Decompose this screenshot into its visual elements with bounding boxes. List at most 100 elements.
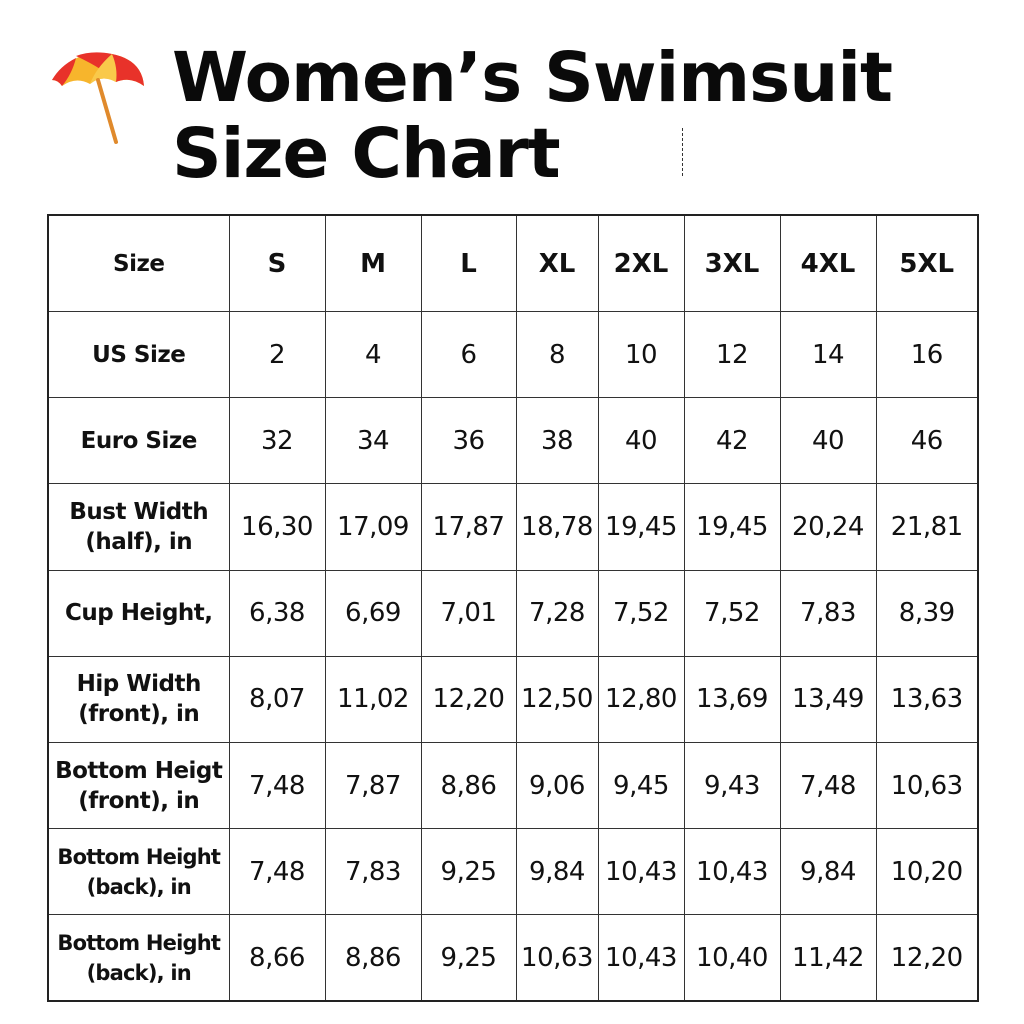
table-cell: 4 [324, 310, 422, 399]
row-label-line: Bust Width [69, 498, 209, 525]
table-cell: 9,06 [515, 741, 599, 830]
page-title: Women’s Swimsuit Size Chart [172, 38, 893, 192]
table-row: Bottom Height (back), in 7,48 7,83 9,25 9,84 1… [47, 828, 979, 916]
table-cell: 9,43 [683, 741, 781, 830]
table-cell: 9,45 [597, 741, 685, 830]
table-row: Hip Width (front), in 8,07 11,02 12,20 12,50 1… [47, 655, 979, 743]
row-label-line: (front), in [78, 787, 200, 814]
table-cell: 7,48 [228, 741, 326, 830]
size-chart-table: Size S M L XL 2XL 3XL 4XL 5XL US Size 2 4 6… [47, 214, 979, 1002]
table-cell: 12,20 [875, 914, 979, 1002]
table-cell: 40 [779, 397, 877, 485]
row-label: Bust Width (half), in [47, 483, 230, 571]
column-header: 4XL [779, 214, 877, 312]
table-cell: 7,28 [515, 569, 599, 657]
table-cell: 10,40 [683, 914, 781, 1002]
row-label-line: Bottom Heigt [55, 757, 223, 784]
table-cell: 10 [597, 310, 685, 399]
table-cell: 7,87 [324, 741, 422, 830]
table-cell: 12 [683, 310, 781, 399]
table-cell: 6,69 [324, 569, 422, 657]
table-cell: 12,50 [515, 655, 599, 743]
table-row: US Size 2 4 6 8 10 12 14 16 [47, 310, 979, 399]
table-cell: 7,48 [779, 741, 877, 830]
table-cell: 10,43 [597, 914, 685, 1002]
table-cell: 16 [875, 310, 979, 399]
table-cell: 10,43 [597, 828, 685, 916]
table-cell: 34 [324, 397, 422, 485]
row-label: Bottom Heigt (front), in [47, 741, 230, 830]
table-row: Bottom Heigt (front), in 7,48 7,87 8,86 9,06 9… [47, 741, 979, 830]
row-label-line: Bottom Height [57, 844, 221, 869]
row-label-line: (front), in [78, 701, 200, 728]
table-cell: 7,83 [324, 828, 422, 916]
table-cell: 8,07 [228, 655, 326, 743]
table-cell: 14 [779, 310, 877, 399]
row-label-line: (half), in [85, 528, 193, 555]
table-cell: 9,25 [420, 828, 517, 916]
table-cell: 7,52 [683, 569, 781, 657]
table-row: Cup Height, 6,38 6,69 7,01 7,28 7,52 7,52 7,83 8… [47, 569, 979, 657]
divider-mark [682, 128, 683, 176]
table-cell: 2 [228, 310, 326, 399]
row-label-line: Euro Size [80, 427, 198, 454]
title-line-1: Women’s Swimsuit [172, 38, 893, 118]
table-cell: 19,45 [597, 483, 685, 571]
table-cell: 20,24 [779, 483, 877, 571]
table-cell: 7,52 [597, 569, 685, 657]
column-header: 2XL [597, 214, 685, 312]
table-cell: 32 [228, 397, 326, 485]
table-cell: 10,43 [683, 828, 781, 916]
table-cell: 8,66 [228, 914, 326, 1002]
row-label-line: (back), in [86, 960, 192, 985]
table-cell: 13,63 [875, 655, 979, 743]
table-cell: 19,45 [683, 483, 781, 571]
table-cell: 9,25 [420, 914, 517, 1002]
table-cell: 38 [515, 397, 599, 485]
row-label: US Size [47, 310, 230, 399]
table-cell: 21,81 [875, 483, 979, 571]
table-cell: 7,01 [420, 569, 517, 657]
row-label-line: Cup Height, [64, 600, 213, 627]
table-cell: 46 [875, 397, 979, 485]
table-cell: 7,83 [779, 569, 877, 657]
row-label-line: US Size [92, 341, 186, 368]
table-cell: 6 [420, 310, 517, 399]
table-cell: 13,49 [779, 655, 877, 743]
row-label: Cup Height, [47, 569, 230, 657]
table-cell: 8,86 [420, 741, 517, 830]
table-cell: 11,42 [779, 914, 877, 1002]
table-cell: 17,09 [324, 483, 422, 571]
table-cell: 8 [515, 310, 599, 399]
table-cell: 11,02 [324, 655, 422, 743]
row-label-line: Bottom Height [57, 930, 221, 955]
row-label-line: (back), in [86, 874, 192, 899]
table-cell: 13,69 [683, 655, 781, 743]
header-label-size: Size [47, 214, 230, 312]
beach-umbrella-icon [52, 52, 144, 144]
table-cell: 10,63 [875, 741, 979, 830]
column-header: M [324, 214, 422, 312]
table-cell: 42 [683, 397, 781, 485]
table-cell: 17,87 [420, 483, 517, 571]
table-cell: 12,20 [420, 655, 517, 743]
column-header: 5XL [875, 214, 979, 312]
table-cell: 40 [597, 397, 685, 485]
table-cell: 9,84 [779, 828, 877, 916]
row-label: Bottom Height (back), in [47, 828, 230, 916]
column-header: S [228, 214, 326, 312]
table-row: Bottom Height (back), in 8,66 8,86 9,25 10,63… [47, 914, 979, 1002]
row-label: Hip Width (front), in [47, 655, 230, 743]
row-label: Bottom Height (back), in [47, 914, 230, 1002]
row-label-line: Hip Width [76, 671, 202, 698]
table-cell: 16,30 [228, 483, 326, 571]
table-cell: 12,80 [597, 655, 685, 743]
table-cell: 10,20 [875, 828, 979, 916]
table-header-row: Size S M L XL 2XL 3XL 4XL 5XL [47, 214, 979, 312]
table-body: US Size 2 4 6 8 10 12 14 16 Euro Size 32 34 36 38 40 42… [47, 310, 979, 1002]
row-label: Euro Size [47, 397, 230, 485]
table-row: Bust Width (half), in 16,30 17,09 17,87 18,78… [47, 483, 979, 571]
table-cell: 8,39 [875, 569, 979, 657]
column-header: XL [515, 214, 599, 312]
table-cell: 7,48 [228, 828, 326, 916]
